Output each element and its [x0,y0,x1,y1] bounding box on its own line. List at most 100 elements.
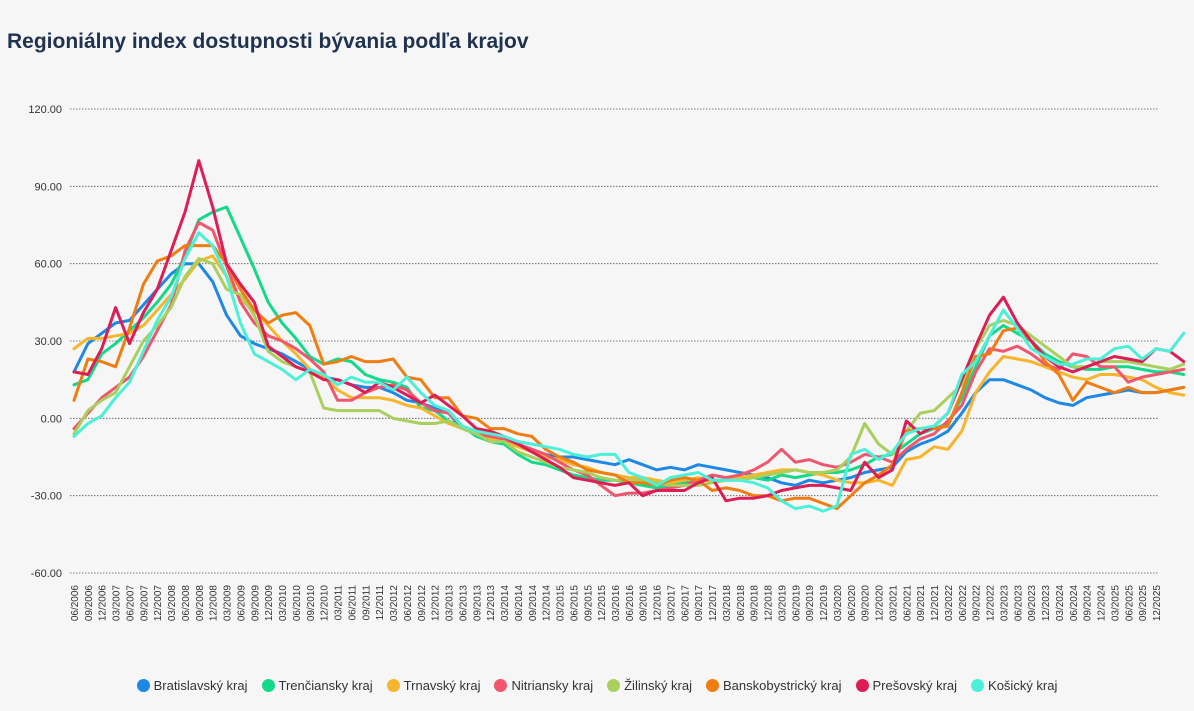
y-tick-label: -60.00 [31,568,62,580]
series-line-zilinsky-kraj [72,257,1186,487]
legend-item-trenciansky-kraj[interactable]: Trenčiansky kraj [261,677,373,693]
legend-dot-icon [386,678,400,692]
x-tick-label: 09/2010 [306,585,317,622]
x-tick-label: 03/2020 [833,585,844,622]
x-tick-label: 09/2009 [250,585,261,622]
x-tick-label: 03/2017 [666,585,677,622]
x-tick-label: 03/2025 [1110,585,1121,622]
x-tick-label: 03/2013 [445,585,456,622]
x-tick-label: 09/2011 [361,585,372,621]
x-tick-label: 03/2014 [500,585,511,622]
x-tick-label: 09/2025 [1138,585,1149,622]
series-line-bratislavsky-kraj [72,262,1186,487]
legend-item-banskobystricky-kraj[interactable]: Banskobystrický kraj [706,677,842,693]
series-lines [72,159,1186,513]
x-tick-label: 09/2024 [1083,585,1094,622]
x-tick-label: 12/2009 [264,585,275,622]
chart-title: Regioniálny index dostupnosti bývania po… [7,30,529,53]
x-tick-label: 12/2023 [1041,585,1052,622]
gridlines [70,108,1158,574]
x-tick-label: 09/2014 [528,585,539,622]
x-tick-label: 06/2006 [70,585,81,622]
legend-label: Trnavský kraj [403,677,481,693]
x-tick-label: 06/2017 [680,585,691,622]
legend: Bratislavský kraj Trenčiansky kraj Trnavsk… [0,674,1194,696]
x-tick-label: 06/2024 [1069,585,1080,622]
x-tick-label: 12/2008 [209,585,220,622]
x-tick-label: 09/2018 [750,585,761,622]
x-tick-label: 03/2022 [944,585,955,622]
x-tick-label: 12/2018 [764,585,775,622]
legend-label: Bratislavský kraj [153,677,248,693]
x-tick-label: 09/2016 [639,585,650,622]
x-tick-label: 06/2009 [236,585,247,622]
x-tick-label: 12/2015 [597,585,608,622]
legend-dot-icon [261,678,275,692]
x-tick-label: 09/2020 [861,585,872,622]
x-tick-label: 12/2016 [653,585,664,622]
legend-item-zilinsky-kraj[interactable]: Žilinský kraj [607,678,692,693]
x-tick-label: 06/2014 [514,585,525,622]
x-tick-label: 06/2013 [458,585,469,622]
legend-label: Košický kraj [988,677,1058,693]
x-tick-label: 03/2019 [777,585,788,622]
x-tick-label: 03/2008 [167,585,178,622]
y-axis-ticks: 120.00 90.00 60.00 30.00 0.00 -30.00 -60.00 [28,104,62,580]
x-tick-label: 12/2025 [1152,585,1163,622]
x-tick-label: 06/2010 [292,585,303,622]
legend-item-presovsky-kraj[interactable]: Prešovský kraj [855,678,957,693]
x-tick-label: 06/2021 [902,585,913,622]
x-tick-label: 12/2007 [153,585,164,622]
x-tick-label: 12/2017 [708,585,719,622]
legend-dot-icon [494,678,508,692]
x-tick-label: 09/2017 [694,585,705,622]
x-tick-label: 06/2018 [736,585,747,622]
x-tick-label: 06/2020 [847,585,858,622]
x-tick-label: 06/2022 [958,585,969,622]
x-tick-label: 09/2012 [417,585,428,622]
x-tick-label: 09/2008 [195,585,206,622]
x-tick-label: 03/2015 [556,585,567,622]
x-tick-label: 03/2016 [611,585,622,622]
x-tick-label: 12/2022 [986,585,997,622]
x-tick-label: 03/2018 [722,585,733,622]
x-tick-label: 06/2025 [1124,585,1135,622]
x-tick-label: 09/2013 [472,585,483,622]
legend-label: Banskobystrický kraj [723,677,842,693]
x-tick-label: 12/2011 [375,585,386,621]
x-tick-label: 03/2021 [888,585,899,622]
x-tick-label: 12/2013 [486,585,497,622]
x-tick-label: 09/2006 [84,585,95,622]
x-tick-label: 03/2024 [1055,585,1066,622]
x-tick-label: 06/2019 [791,585,802,622]
x-tick-label: 12/2024 [1097,585,1108,622]
x-tick-label: 12/2019 [819,585,830,622]
legend-dot-icon [136,678,150,692]
x-tick-label: 12/2021 [930,585,941,622]
x-tick-label: 03/2011 [334,585,345,621]
legend-label: Trenčiansky kraj [278,677,373,693]
legend-item-nitriansky-kraj[interactable]: Nitriansky kraj [494,678,593,693]
legend-item-kosicky-kraj[interactable]: Košický kraj [971,678,1057,693]
x-tick-label: 12/2012 [431,585,442,622]
legend-item-bratislavsky-kraj[interactable]: Bratislavský kraj [136,677,248,693]
x-tick-label: 06/2008 [181,585,192,622]
x-tick-label: 09/2007 [139,585,150,622]
legend-item-trnavsky-kraj[interactable]: Trnavský kraj [386,677,481,693]
x-tick-label: 03/2023 [999,585,1010,622]
x-tick-label: 06/2011 [347,585,358,621]
legend-label: Žilinský kraj [624,677,693,693]
x-tick-label: 03/2007 [112,585,123,622]
x-tick-label: 12/2020 [875,585,886,622]
x-tick-label: 12/2010 [320,585,331,622]
x-tick-label: 12/2014 [542,585,553,622]
legend-dot-icon [607,678,621,692]
legend-dot-icon [855,678,869,692]
x-tick-label: 03/2009 [223,585,234,622]
x-tick-label: 06/2015 [569,585,580,622]
y-tick-label: 90.00 [34,181,62,193]
x-tick-label: 06/2023 [1013,585,1024,622]
legend-dot-icon [706,678,720,692]
y-tick-label: 120.00 [28,104,62,116]
